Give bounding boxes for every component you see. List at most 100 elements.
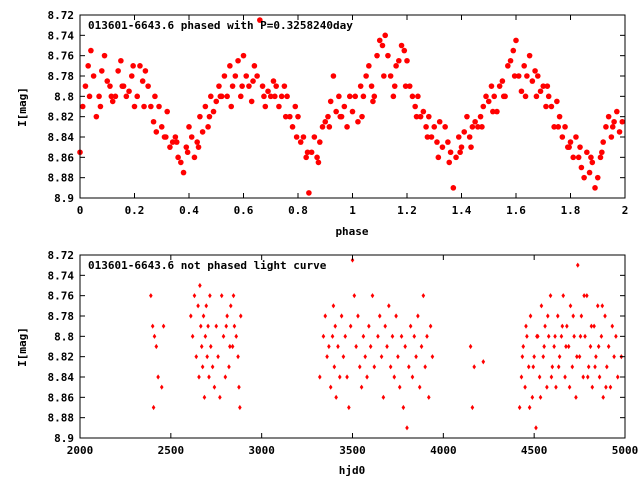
data-point (230, 343, 235, 350)
data-point (250, 78, 256, 84)
data-point (583, 333, 587, 339)
data-point (458, 144, 465, 150)
data-point (142, 68, 149, 74)
data-point (199, 343, 204, 350)
data-point (198, 282, 202, 289)
data-point (399, 333, 404, 339)
phased-data-points (77, 17, 626, 196)
y-tick-label: 8.88 (48, 412, 75, 425)
unphased-data-points (149, 257, 624, 431)
data-point (344, 124, 350, 130)
x-axis-ticks: 0 0.2 0.4 0.6 0.8 1 1.2 1.4 1.6 1.8 2 (77, 15, 628, 217)
data-point (240, 52, 247, 59)
data-point (337, 374, 342, 380)
data-point (565, 323, 569, 329)
data-point (470, 404, 475, 411)
data-point (232, 323, 237, 329)
x-tick-label: 0 (77, 204, 84, 217)
data-point (150, 323, 155, 329)
data-point (281, 83, 288, 89)
data-point (394, 313, 398, 319)
data-point (206, 323, 210, 329)
data-point (574, 394, 578, 400)
data-point (564, 343, 568, 350)
data-point (119, 83, 126, 89)
data-point (600, 303, 605, 309)
data-point (339, 313, 344, 319)
data-point (549, 374, 554, 380)
data-point (360, 93, 367, 100)
data-point (494, 108, 500, 115)
data-point (557, 354, 562, 360)
data-point (207, 374, 211, 380)
data-point (229, 83, 236, 89)
data-point (522, 93, 529, 100)
data-point (499, 78, 506, 84)
data-point (315, 159, 322, 166)
y-tick-label: 8.76 (48, 290, 75, 303)
data-point (322, 118, 329, 125)
data-point (428, 323, 433, 329)
x-tick-label: 3000 (248, 444, 275, 457)
data-point (210, 364, 215, 370)
x-tick-label: 1.4 (452, 204, 472, 217)
data-point (403, 343, 407, 350)
data-point (579, 313, 584, 319)
data-point (521, 343, 526, 350)
data-point (217, 93, 224, 100)
data-point (137, 63, 143, 69)
y-tick-label: 8.8 (54, 90, 74, 103)
data-point (237, 93, 244, 100)
data-point (178, 159, 184, 166)
data-point (543, 323, 547, 329)
data-point (570, 364, 575, 370)
data-point (575, 154, 582, 161)
data-point (610, 323, 615, 329)
data-point (614, 108, 620, 115)
data-point (130, 63, 136, 69)
data-point (518, 88, 525, 95)
data-point (450, 185, 457, 191)
data-point (534, 425, 538, 431)
data-point (218, 394, 222, 400)
data-point (388, 364, 393, 370)
data-point (365, 374, 369, 380)
data-point (154, 343, 159, 350)
data-point (578, 164, 585, 171)
data-point (368, 343, 373, 350)
data-point (413, 113, 420, 120)
data-point (126, 88, 132, 95)
data-point (357, 364, 362, 370)
data-point (457, 149, 463, 156)
data-point (392, 374, 397, 380)
data-point (561, 293, 566, 299)
data-point (537, 374, 542, 380)
data-point (190, 333, 195, 339)
data-point (341, 103, 348, 110)
y-tick-label: 8.78 (48, 310, 75, 323)
data-point (318, 374, 322, 380)
data-point (348, 323, 353, 329)
data-point (203, 333, 208, 339)
data-point (507, 57, 514, 64)
data-point (239, 83, 245, 89)
data-point (311, 134, 318, 140)
data-point (551, 124, 557, 130)
x-tick-label: 5000 (612, 444, 639, 457)
data-point (325, 354, 329, 360)
data-point (238, 313, 243, 319)
data-point (194, 354, 199, 360)
data-point (93, 113, 100, 120)
data-point (159, 384, 164, 390)
data-point (559, 333, 564, 339)
data-point (164, 108, 170, 115)
data-point (346, 93, 353, 100)
data-point (156, 374, 160, 380)
data-point (251, 63, 258, 69)
data-point (485, 98, 492, 105)
data-point (404, 57, 410, 64)
data-point (406, 83, 413, 89)
data-point (577, 144, 583, 150)
data-point (415, 93, 421, 100)
data-point (237, 384, 241, 390)
